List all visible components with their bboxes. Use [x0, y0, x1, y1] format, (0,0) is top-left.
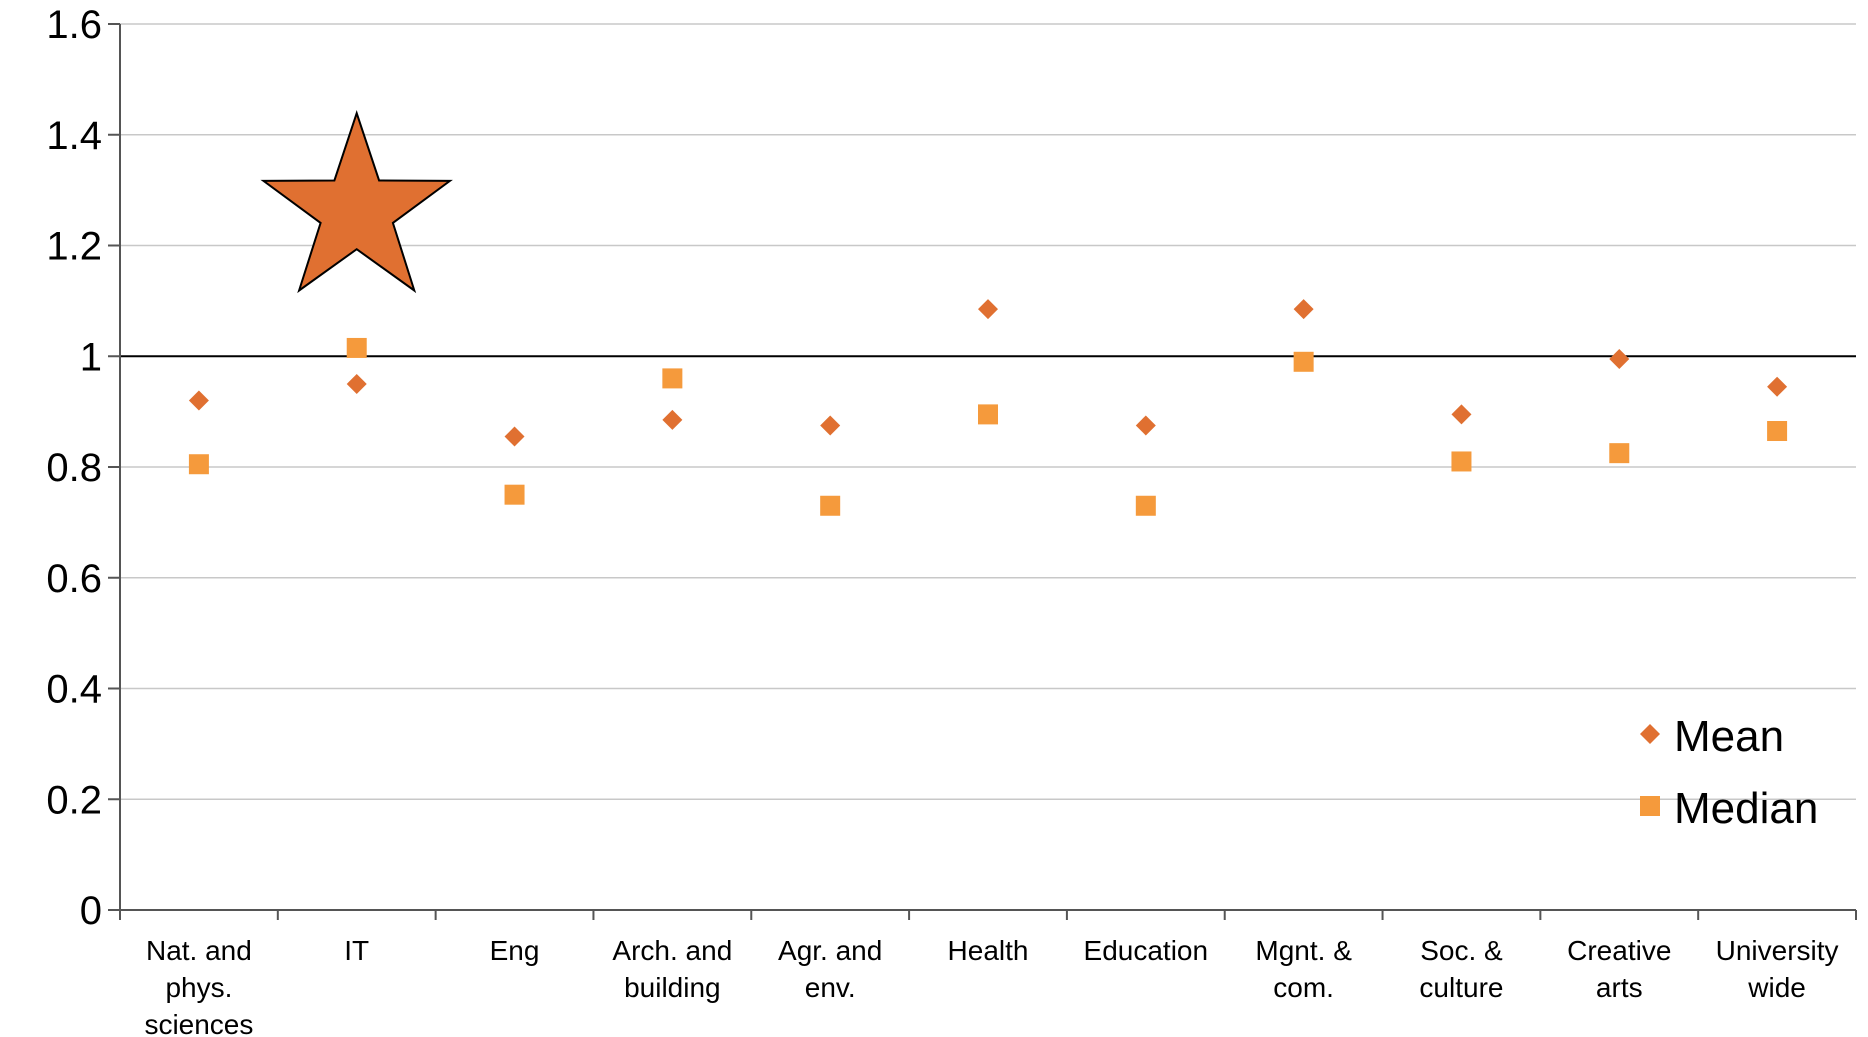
median-point — [1767, 421, 1788, 442]
data-points — [188, 110, 1788, 516]
median-point — [1451, 451, 1472, 472]
median-point — [504, 484, 525, 505]
median-point — [978, 404, 998, 425]
x-category-label: Health — [948, 935, 1029, 966]
y-tick-label: 1 — [80, 335, 102, 379]
x-category-label: Arch. and building — [612, 935, 732, 1003]
median-point — [1293, 351, 1314, 372]
x-category-label: Creative arts — [1567, 935, 1671, 1003]
x-axis-category-labels: Nat. and phys. sciences IT Eng Arch. and build… — [144, 935, 1838, 1037]
mean-point — [820, 415, 841, 436]
mean-point — [346, 373, 367, 394]
legend-median-label: Median — [1674, 784, 1818, 833]
median-point — [1135, 495, 1156, 516]
highlight-star — [260, 110, 453, 294]
y-axis-tick-labels: 0 0.2 0.4 0.6 0.8 1 1.2 1.4 1.6 — [46, 3, 102, 933]
legend: Mean Median — [1640, 712, 1818, 833]
x-category-label: Eng — [490, 935, 540, 966]
y-tick-label: 1.2 — [46, 225, 102, 269]
x-category-label: Soc. & culture — [1419, 935, 1503, 1003]
legend-median-marker — [1640, 796, 1660, 816]
axes — [108, 23, 1857, 920]
y-tick-label: 0.6 — [46, 557, 102, 601]
mean-point — [1767, 376, 1788, 397]
mean-point — [1609, 349, 1630, 370]
y-tick-label: 0 — [80, 889, 102, 933]
mean-point — [1135, 415, 1156, 436]
median-point — [820, 495, 841, 516]
median-point — [188, 454, 209, 475]
x-category-label: Agr. and env. — [778, 935, 882, 1003]
x-category-label: Mgnt. & com. — [1255, 935, 1352, 1003]
x-category-label: Nat. and phys. sciences — [144, 935, 253, 1037]
x-category-label: University wide — [1716, 935, 1839, 1003]
y-tick-label: 1.4 — [46, 114, 102, 158]
median-point — [1609, 443, 1630, 464]
median-point — [662, 368, 683, 389]
legend-mean-marker — [1640, 724, 1660, 744]
y-tick-label: 0.8 — [46, 446, 102, 490]
y-tick-label: 0.2 — [46, 778, 102, 822]
legend-mean-label: Mean — [1674, 712, 1784, 761]
mean-point — [1293, 299, 1314, 320]
median-point — [346, 337, 367, 358]
mean-point — [978, 299, 998, 320]
mean-point — [1451, 404, 1472, 425]
y-tick-label: 1.6 — [46, 3, 102, 47]
x-category-label: Education — [1084, 935, 1209, 966]
mean-point — [504, 426, 525, 447]
y-tick-label: 0.4 — [46, 668, 102, 712]
mean-point — [662, 409, 683, 430]
mean-point — [188, 390, 209, 411]
x-category-label: IT — [344, 935, 369, 966]
